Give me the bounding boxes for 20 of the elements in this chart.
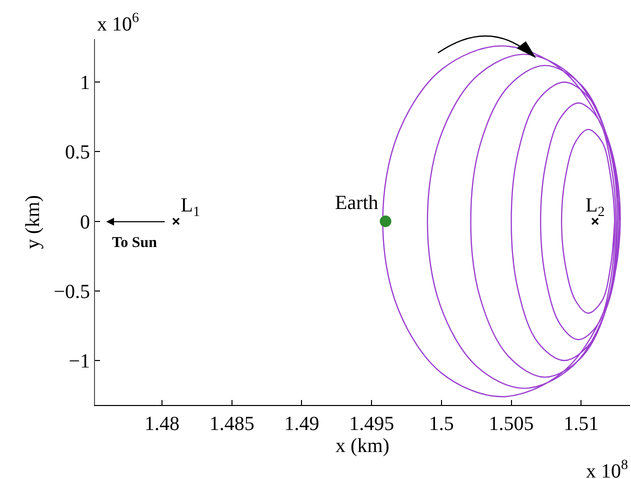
x-tick-label: 1.495 [349,413,394,435]
x-tick-label: 1.505 [488,413,534,435]
x-tick-label: 1.49 [284,413,320,435]
y-axis-title: y (km) [22,195,44,249]
series-label: L$_{1}$ [180,194,200,220]
y-tick-label: 0.5 [65,142,90,164]
annotation: To Sun [112,235,158,251]
y-tick-label: 0 [80,211,90,234]
x-tick-label: 1.5 [428,413,454,435]
text: x 10$^{6}$ [97,11,139,36]
y-tick-label: −0.5 [54,280,90,303]
y-tick-label: −1 [68,350,90,372]
x-tick-label: 1.485 [209,413,254,435]
series-label: L$_{2}$ [585,194,605,220]
x-axis-title: x (km) [336,435,390,457]
x-tick-label: 1.48 [144,413,180,435]
y-tick-label: 1 [80,72,90,94]
series-label: Earth [334,192,378,214]
text: x 10$^{8}$ [586,458,628,479]
x-tick-label: 1.51 [564,413,599,435]
